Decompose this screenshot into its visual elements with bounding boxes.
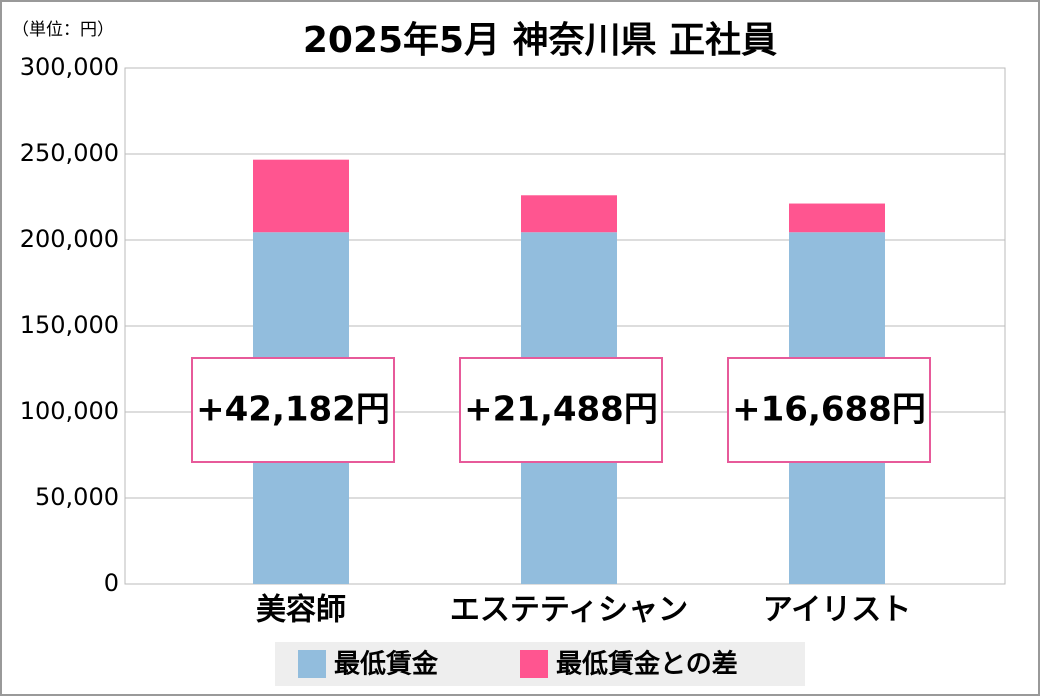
value-label: +21,488円	[464, 390, 658, 430]
label-box	[191, 357, 395, 463]
chart-title: 2025年5月 神奈川県 正社員	[303, 20, 777, 61]
y-tick-label: 50,000	[35, 483, 119, 511]
label-box	[459, 357, 663, 463]
value-label: +16,688円	[732, 390, 926, 430]
x-tick-label: アイリスト	[763, 593, 912, 628]
legend-swatch	[298, 650, 326, 678]
y-tick-label: 250,000	[20, 139, 119, 167]
y-tick-label: 200,000	[20, 225, 119, 253]
legend-label: 最低賃金	[334, 649, 439, 680]
legend-label: 最低賃金との差	[556, 649, 738, 680]
x-tick-label: エステティシャン	[450, 593, 688, 628]
bar-segment	[521, 195, 617, 233]
y-tick-label: 150,000	[20, 311, 119, 339]
bar-segment	[789, 203, 885, 233]
bar-segment	[253, 159, 349, 233]
y-tick-label: 300,000	[20, 53, 119, 81]
legend-swatch	[520, 650, 548, 678]
value-label: +42,182円	[196, 390, 390, 430]
label-box	[727, 357, 931, 463]
x-tick-label: 美容師	[256, 593, 346, 628]
unit-label: （単位：円）	[12, 20, 114, 40]
y-tick-label: 0	[104, 569, 119, 597]
y-tick-label: 100,000	[20, 397, 119, 425]
